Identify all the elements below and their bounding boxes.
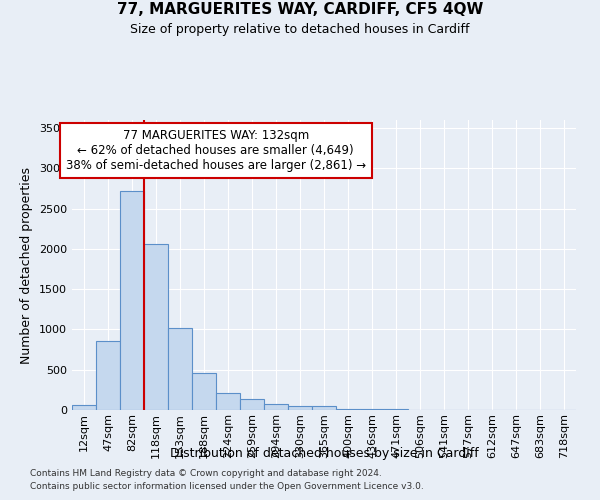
Text: 77 MARGUERITES WAY: 132sqm
← 62% of detached houses are smaller (4,649)
38% of s: 77 MARGUERITES WAY: 132sqm ← 62% of deta… bbox=[65, 128, 366, 172]
Text: Size of property relative to detached houses in Cardiff: Size of property relative to detached ho… bbox=[130, 22, 470, 36]
Text: Distribution of detached houses by size in Cardiff: Distribution of detached houses by size … bbox=[170, 448, 478, 460]
Bar bbox=[168, 328, 192, 410]
Text: Contains HM Land Registry data © Crown copyright and database right 2024.: Contains HM Land Registry data © Crown c… bbox=[30, 468, 382, 477]
Bar bbox=[312, 406, 336, 410]
Bar bbox=[120, 191, 144, 410]
Bar bbox=[264, 404, 288, 410]
Bar bbox=[288, 406, 312, 410]
Bar bbox=[96, 340, 120, 410]
Bar bbox=[240, 398, 264, 410]
Bar bbox=[360, 409, 384, 410]
Y-axis label: Number of detached properties: Number of detached properties bbox=[20, 166, 34, 364]
Bar bbox=[144, 244, 168, 410]
Bar bbox=[216, 394, 240, 410]
Bar bbox=[72, 405, 96, 410]
Text: Contains public sector information licensed under the Open Government Licence v3: Contains public sector information licen… bbox=[30, 482, 424, 491]
Text: 77, MARGUERITES WAY, CARDIFF, CF5 4QW: 77, MARGUERITES WAY, CARDIFF, CF5 4QW bbox=[117, 2, 483, 18]
Bar bbox=[336, 409, 360, 410]
Bar bbox=[192, 374, 216, 410]
